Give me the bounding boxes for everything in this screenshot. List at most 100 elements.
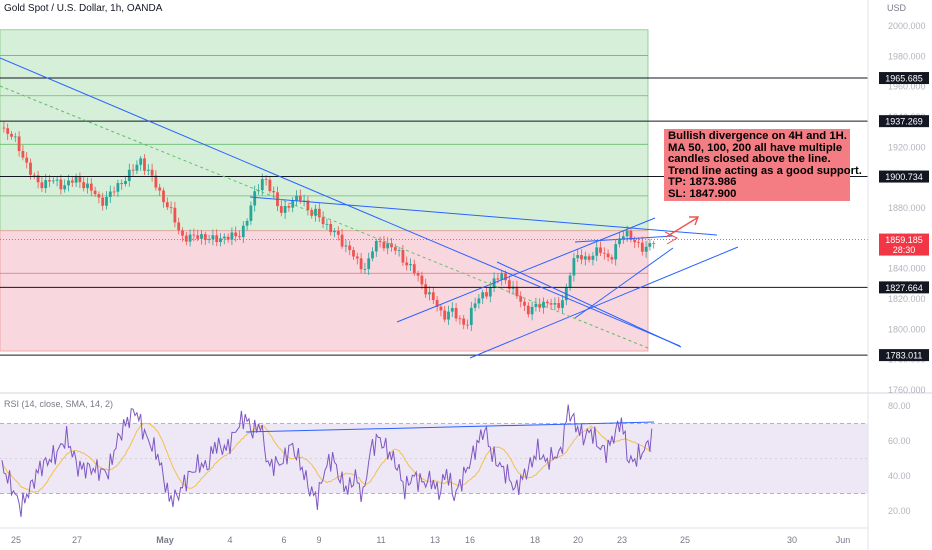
candle-body bbox=[298, 195, 302, 201]
trend-line bbox=[396, 217, 656, 323]
candle-body bbox=[101, 197, 105, 206]
candle-body bbox=[420, 275, 424, 285]
candle-body bbox=[462, 318, 466, 325]
candle-body bbox=[86, 183, 89, 189]
candle-body bbox=[576, 255, 580, 259]
x-tick-label: 25 bbox=[11, 535, 21, 545]
candle-body bbox=[82, 182, 86, 189]
candle-body bbox=[283, 206, 287, 213]
candle-body bbox=[568, 275, 572, 288]
red-zone bbox=[0, 230, 649, 352]
candle-body bbox=[553, 303, 557, 305]
level-tag-text: 1783.011 bbox=[886, 351, 923, 361]
level-tag-text: 1937.269 bbox=[885, 117, 923, 127]
candle-body bbox=[181, 230, 184, 236]
candle-body bbox=[207, 239, 211, 240]
candle-body bbox=[13, 136, 17, 138]
symbol-title: Gold Spot / U.S. Dollar, 1h, OANDA bbox=[4, 3, 163, 14]
candle-body bbox=[124, 180, 127, 185]
candle-body bbox=[507, 280, 511, 289]
candle-body bbox=[352, 250, 355, 257]
rsi-gridlines bbox=[0, 392, 932, 494]
candle-body bbox=[78, 176, 82, 183]
candle-body bbox=[127, 169, 131, 181]
candle-body bbox=[397, 249, 401, 251]
candle-body bbox=[382, 241, 386, 249]
candle-body bbox=[105, 196, 108, 206]
candle-body bbox=[169, 207, 173, 209]
y-tick-label: 1760.000 bbox=[888, 385, 926, 395]
x-tick-label: 13 bbox=[430, 535, 440, 545]
y-tick-label: 1880.000 bbox=[888, 203, 926, 213]
candle-body bbox=[295, 195, 298, 201]
candle-body bbox=[515, 286, 519, 297]
level-tag-text: 1900.734 bbox=[885, 172, 923, 182]
x-tick-label: 20 bbox=[573, 535, 583, 545]
candle-body bbox=[32, 174, 36, 176]
note-line-3: candles closed above the line. bbox=[668, 153, 831, 166]
x-tick-label: 9 bbox=[316, 535, 321, 545]
candle-body bbox=[355, 256, 359, 259]
x-tick-label: 4 bbox=[227, 535, 232, 545]
candle-body bbox=[481, 292, 485, 299]
candle-body bbox=[51, 180, 55, 182]
candle-body bbox=[599, 247, 602, 253]
moving-average-line bbox=[0, 85, 649, 349]
candle-body bbox=[177, 222, 181, 231]
candle-body bbox=[614, 244, 618, 260]
candle-body bbox=[131, 169, 135, 171]
x-tick-label: 18 bbox=[530, 535, 540, 545]
candle-body bbox=[485, 292, 488, 297]
candle-body bbox=[150, 169, 154, 176]
candle-body bbox=[154, 175, 158, 188]
rsi-tick-label: 60.00 bbox=[888, 436, 911, 446]
x-tick-label: Jun bbox=[836, 535, 851, 545]
trend-line bbox=[0, 57, 681, 347]
candle-body bbox=[504, 273, 507, 281]
candle-body bbox=[386, 243, 390, 249]
candle-body bbox=[314, 208, 317, 216]
candle-body bbox=[279, 206, 283, 213]
y-tick-label: 1920.000 bbox=[888, 142, 926, 152]
candle-body bbox=[416, 273, 420, 276]
level-tag bbox=[879, 115, 929, 128]
candle-body bbox=[6, 128, 10, 134]
y-tick-label: 1960.000 bbox=[888, 82, 926, 92]
candle-body bbox=[120, 183, 124, 185]
x-tick-label: 16 bbox=[465, 535, 475, 545]
candle-body bbox=[260, 179, 264, 191]
candle-body bbox=[435, 300, 439, 307]
candle-body bbox=[572, 258, 576, 276]
candle-body bbox=[466, 324, 469, 326]
candle-body bbox=[652, 243, 656, 244]
level-tag-text: 1965.685 bbox=[885, 74, 923, 84]
candle-body bbox=[409, 264, 412, 266]
candle-body bbox=[219, 238, 222, 243]
candle-body bbox=[48, 180, 51, 182]
rsi-ma-line bbox=[1, 422, 652, 494]
analysis-note[interactable]: Bullish divergence on 4H and 1H. MA 50, … bbox=[664, 129, 862, 201]
level-tag bbox=[879, 281, 929, 294]
candle-body bbox=[329, 223, 333, 233]
candle-body bbox=[625, 230, 629, 237]
x-tick-label: 6 bbox=[281, 535, 286, 545]
candle-body bbox=[63, 185, 67, 190]
currency-label: USD bbox=[887, 3, 907, 13]
candle-body bbox=[648, 243, 652, 247]
candle-body bbox=[348, 245, 352, 251]
candle-body bbox=[431, 292, 435, 301]
trend-line bbox=[574, 235, 674, 243]
candle-body bbox=[545, 301, 549, 304]
candle-body bbox=[340, 234, 344, 247]
candle-body bbox=[245, 220, 249, 226]
candle-body bbox=[458, 318, 462, 320]
candle-body bbox=[367, 258, 371, 269]
x-tick-label: 25 bbox=[680, 535, 690, 545]
level-tag bbox=[879, 349, 929, 362]
candle-body bbox=[55, 179, 59, 181]
countdown-text: 28:30 bbox=[893, 245, 916, 255]
y-tick-label: 1800.000 bbox=[888, 324, 926, 334]
candle-body bbox=[40, 182, 44, 189]
candle-body bbox=[443, 310, 447, 320]
